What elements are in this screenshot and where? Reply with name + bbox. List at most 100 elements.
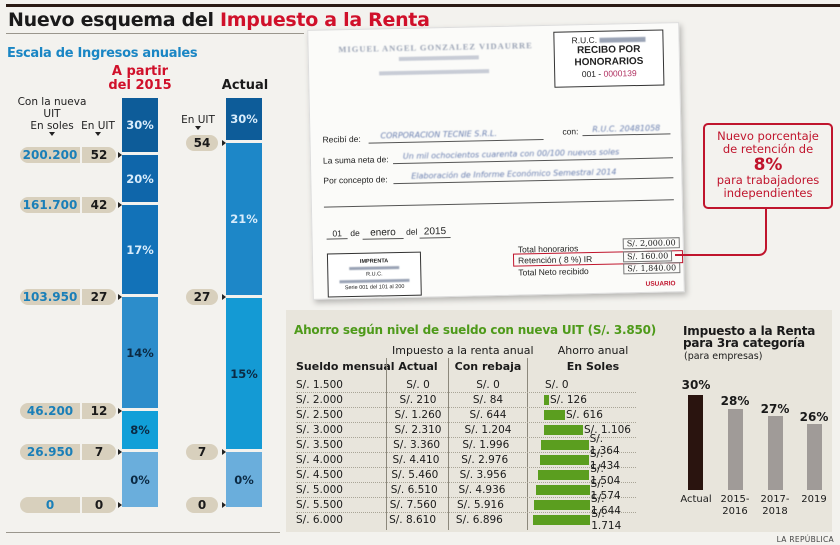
- cell-savings: S/. 616: [566, 408, 603, 421]
- corporate-subtitle: (para empresas): [684, 351, 763, 362]
- cell-current: S/. 0: [406, 378, 430, 391]
- column-divider: [527, 358, 528, 530]
- blank-line: [323, 199, 674, 208]
- callout-line2: de retención de: [722, 142, 814, 156]
- new-heading-line1: A partir: [111, 64, 169, 79]
- table-row: S/. 2.500 S/. 1.260 S/. 644 S/. 616: [296, 408, 636, 423]
- cell-salary: S/. 5.000: [296, 483, 343, 496]
- col-header-current: Actual: [398, 360, 438, 373]
- cell-salary: S/. 5.500: [296, 498, 343, 511]
- col-header-savings: En Soles: [566, 360, 620, 373]
- pointer-icon: [118, 408, 122, 414]
- bar-actual: [688, 395, 703, 490]
- x-label: Actual: [676, 494, 716, 506]
- page-title: Nuevo esquema del Impuesto a la Renta: [8, 9, 430, 31]
- cell-current: S/. 6.510: [390, 483, 438, 496]
- savings-bar: [539, 454, 589, 465]
- cell-rebate: S/. 5.916: [456, 498, 504, 511]
- threshold-uit: 54: [186, 135, 218, 151]
- column-header-soles: Con la nueva UIT En soles: [14, 96, 90, 136]
- arrow-down-icon: [195, 126, 201, 130]
- cell-current: S/. 1.260: [394, 408, 442, 421]
- threshold-soles: 161.700: [20, 197, 80, 213]
- threshold-soles: 26.950: [20, 444, 80, 460]
- table-row: S/. 4.000 S/. 4.410 S/. 2.976 S/. 1.434: [296, 448, 636, 472]
- callout-line1: Nuevo porcentaje: [717, 129, 819, 143]
- printer-line2: R.U.C.: [366, 271, 383, 278]
- x-label: 2015- 2016: [715, 494, 755, 518]
- cell-rebate: S/. 84: [472, 393, 504, 406]
- savings-bar: [534, 499, 590, 510]
- savings-bar: [544, 394, 549, 405]
- threshold-uit: 27: [82, 289, 116, 305]
- date-year: 2015: [419, 225, 451, 239]
- callout-value: 8%: [753, 155, 783, 175]
- cell-salary: S/. 6.000: [296, 514, 343, 527]
- date-day: 01: [326, 228, 349, 240]
- retention-value: S/. 160.00: [622, 250, 673, 263]
- x-label-line: 2017-: [760, 494, 790, 505]
- top-rule: [6, 4, 840, 7]
- column-header-uit: En UIT: [78, 120, 118, 136]
- savings-bar: [537, 469, 590, 480]
- printer-line3: Serie 001 del 101 al 200: [344, 283, 405, 292]
- cell-rebate: S/. 644: [469, 408, 507, 421]
- cell-current: S/. 4.410: [392, 453, 440, 466]
- threshold-uit: 7: [186, 444, 218, 460]
- corporate-title-line2: para 3ra categoría: [683, 336, 805, 350]
- suma-label: La suma neta de:: [322, 154, 389, 166]
- cell-salary: S/. 1.500: [296, 378, 343, 391]
- cell-salary: S/. 2.500: [296, 408, 343, 421]
- cell-savings: S/. 0: [545, 378, 569, 391]
- cell-rebate: S/. 1.996: [462, 438, 510, 451]
- cell-salary: S/. 4.500: [296, 468, 343, 481]
- threshold-uit: 42: [82, 197, 116, 213]
- callout-line4: independientes: [723, 186, 813, 200]
- pointer-icon: [222, 502, 226, 508]
- savings-bar: [544, 424, 583, 435]
- table-row: S/. 5.000 S/. 6.510 S/. 4.936 S/. 1.574: [296, 478, 636, 502]
- bar-2019: [807, 424, 822, 490]
- savings-title: Ahorro según nivel de sueldo con nueva U…: [294, 323, 657, 337]
- col-soles-line3: En soles: [30, 120, 74, 132]
- concepto-label: Por concepto de:: [323, 174, 388, 186]
- copy-label: USUARIO: [645, 280, 676, 288]
- title-highlight: Impuesto a la Renta: [220, 9, 430, 31]
- printer-blurred: [339, 278, 410, 284]
- recibi-value: CORPORACION TECNIE S.R.L.: [380, 128, 498, 141]
- bar-segment: 21%: [226, 143, 262, 298]
- cell-rebate: S/. 3.956: [459, 468, 507, 481]
- pointer-icon: [222, 294, 226, 300]
- pointer-icon: [222, 449, 226, 455]
- savings-bar: [536, 484, 590, 495]
- cell-rebate: S/. 1.204: [464, 423, 512, 436]
- table-row: S/. 3.500 S/. 3.360 S/. 1.996 S/. 1.364: [296, 433, 636, 457]
- col-uit-current-label: En UIT: [181, 114, 215, 126]
- cell-rebate: S/. 4.936: [458, 483, 506, 496]
- cell-current: S/. 8.610: [389, 514, 436, 527]
- pointer-icon: [118, 294, 122, 300]
- bar-segment: 30%: [122, 98, 158, 155]
- con-label: con:: [562, 126, 579, 137]
- cell-savings: S/. 1.504: [590, 462, 621, 487]
- table-row: S/. 6.000 S/. 8.610 S/. 6.896 S/. 1.714: [296, 508, 636, 532]
- cell-current: S/. 5.460: [391, 468, 439, 481]
- col-header-rebate: Con rebaja: [454, 360, 522, 373]
- threshold-soles: 0: [20, 497, 80, 513]
- x-label: 2019: [794, 494, 834, 506]
- threshold-uit: 27: [186, 289, 218, 305]
- pointer-icon: [118, 202, 122, 208]
- threshold-soles: 46.200: [20, 403, 80, 419]
- panel-divider: [6, 532, 280, 533]
- cell-savings: S/. 1.364: [589, 432, 620, 457]
- source-credit: LA REPÚBLICA: [776, 535, 834, 544]
- cell-savings: S/. 1.714: [591, 508, 622, 533]
- corporate-title-line1: Impuesto a la Renta: [683, 324, 816, 338]
- receipt-document: MIGUEL ANGEL GONZALEZ VIDAURRE R.U.C. RE…: [307, 22, 685, 300]
- cell-rebate: S/. 0: [476, 378, 500, 391]
- net-label: Total Neto recibido: [518, 266, 589, 278]
- receipt-header-box: R.U.C. RECIBO POR HONORARIOS 001 - 00001…: [553, 29, 665, 88]
- cell-current: S/. 210: [399, 393, 437, 406]
- title-divider: [6, 33, 304, 34]
- column-divider: [448, 358, 449, 530]
